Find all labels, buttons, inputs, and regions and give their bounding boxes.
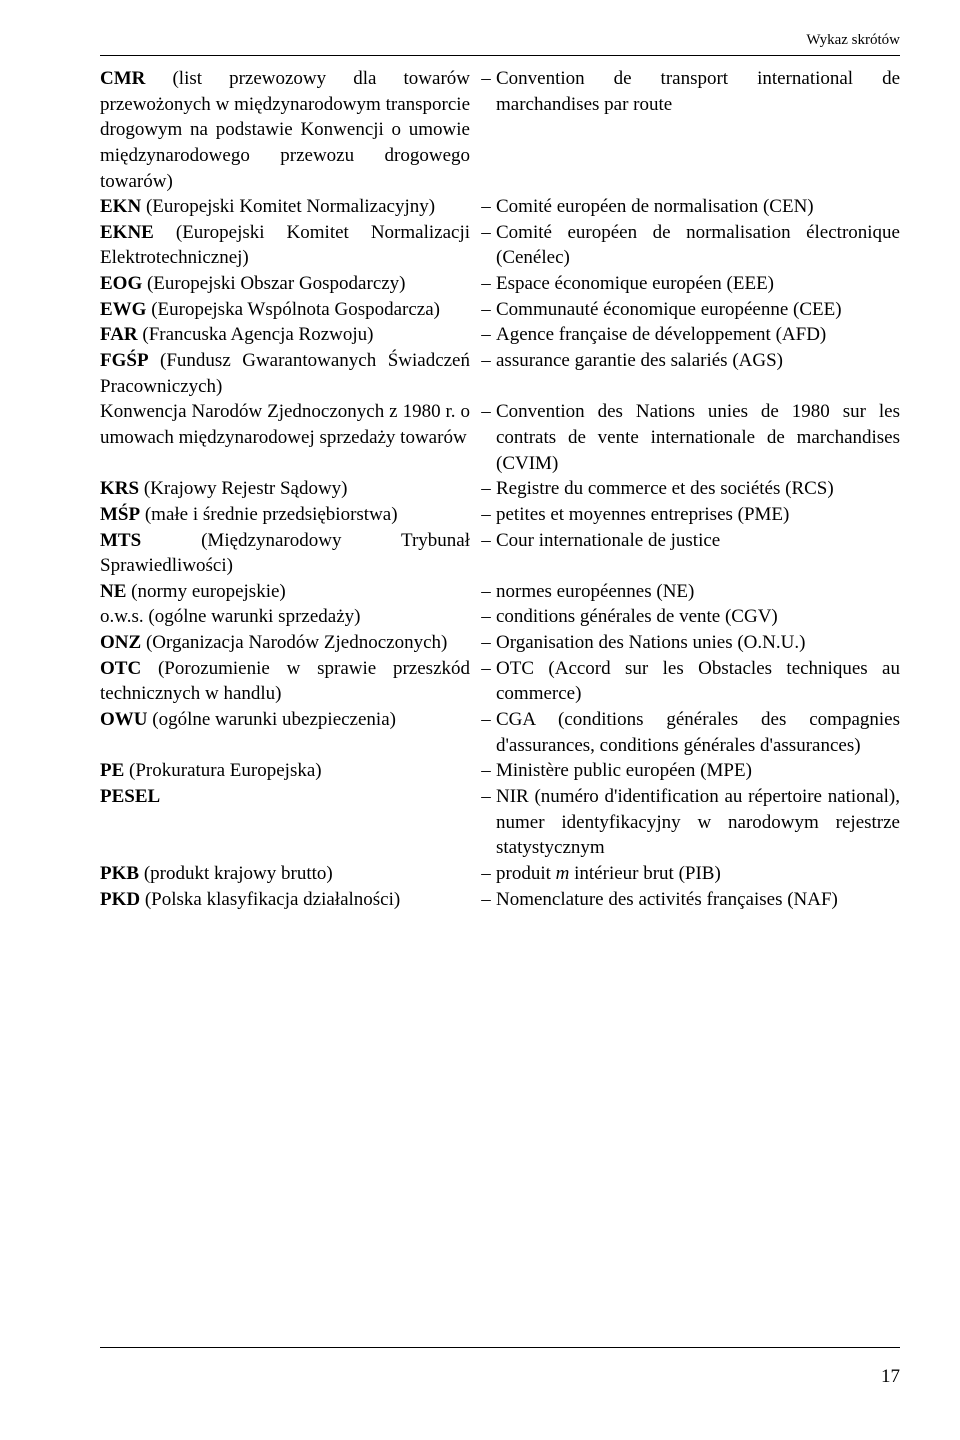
abbreviation-term: MŚP (małe i średnie przedsiębiorstwa) (100, 502, 476, 528)
abbreviation-row: o.w.s. (ogólne warunki sprzedaży)–condit… (100, 604, 900, 630)
abbreviation-definition: OTC (Accord sur les Obstacles techniques… (496, 656, 900, 707)
abbreviation-term: NE (normy europejskie) (100, 579, 476, 605)
abbreviation-row: MTS (Międzynarodowy Trybunał Sprawiedliw… (100, 528, 900, 579)
abbreviation-definition: Convention de transport international de… (496, 66, 900, 194)
abbreviation-definition: produit m intérieur brut (PIB) (496, 861, 900, 887)
abbreviation-row: NE (normy europejskie)–normes européenne… (100, 579, 900, 605)
abbreviation-definition: Comité européen de normalisation (CEN) (496, 194, 900, 220)
abbreviation-definition: normes européennes (NE) (496, 579, 900, 605)
separator-dash: – (476, 707, 496, 758)
abbreviation-row: MŚP (małe i średnie przedsiębiorstwa)–pe… (100, 502, 900, 528)
abbreviation-definition: Cour internationale de justice (496, 528, 900, 579)
abbreviation-definition: Nomenclature des activités françaises (N… (496, 887, 900, 913)
separator-dash: – (476, 784, 496, 861)
abbreviation-row: OWU (ogólne warunki ubezpieczenia)–CGA (… (100, 707, 900, 758)
abbreviation-term: o.w.s. (ogólne warunki sprzedaży) (100, 604, 476, 630)
abbreviation-term: FAR (Francuska Agencja Rozwoju) (100, 322, 476, 348)
abbreviation-definition: Organisation des Nations unies (O.N.U.) (496, 630, 900, 656)
abbreviation-row: EKNE (Europejski Komitet Normalizacji El… (100, 220, 900, 271)
abbreviation-row: CMR (list przewozowy dla towarów przewoż… (100, 66, 900, 194)
separator-dash: – (476, 630, 496, 656)
abbreviation-term: MTS (Międzynarodowy Trybunał Sprawiedliw… (100, 528, 476, 579)
abbreviation-row: OTC (Porozumienie w sprawie przeszkód te… (100, 656, 900, 707)
abbreviation-term: PKD (Polska klasyfikacja działalności) (100, 887, 476, 913)
abbreviation-definition: petites et moyennes entreprises (PME) (496, 502, 900, 528)
abbreviation-term: EKN (Europejski Komitet Normalizacyjny) (100, 194, 476, 220)
separator-dash: – (476, 194, 496, 220)
abbreviation-term: Konwencja Narodów Zjednoczonych z 1980 r… (100, 399, 476, 476)
separator-dash: – (476, 399, 496, 476)
separator-dash: – (476, 66, 496, 194)
separator-dash: – (476, 220, 496, 271)
abbreviation-row: PE (Prokuratura Europejska)–Ministère pu… (100, 758, 900, 784)
abbreviation-definition: CGA (conditions générales des compagnies… (496, 707, 900, 758)
abbreviation-definition: Convention des Nations unies de 1980 sur… (496, 399, 900, 476)
abbreviation-row: PESEL–NIR (numéro d'identification au ré… (100, 784, 900, 861)
abbreviation-row: FGŚP (Fundusz Gwarantowanych Świadczeń P… (100, 348, 900, 399)
separator-dash: – (476, 887, 496, 913)
abbreviation-row: ONZ (Organizacja Narodów Zjednoczonych)–… (100, 630, 900, 656)
abbreviation-term: ONZ (Organizacja Narodów Zjednoczonych) (100, 630, 476, 656)
abbreviation-list: CMR (list przewozowy dla towarów przewoż… (100, 66, 900, 912)
abbreviation-definition: conditions générales de vente (CGV) (496, 604, 900, 630)
separator-dash: – (476, 297, 496, 323)
separator-dash: – (476, 271, 496, 297)
abbreviation-term: CMR (list przewozowy dla towarów przewoż… (100, 66, 476, 194)
abbreviation-term: OWU (ogólne warunki ubezpieczenia) (100, 707, 476, 758)
separator-dash: – (476, 579, 496, 605)
abbreviation-row: PKD (Polska klasyfikacja działalności)–N… (100, 887, 900, 913)
abbreviation-row: EKN (Europejski Komitet Normalizacyjny)–… (100, 194, 900, 220)
header-rule (100, 55, 900, 56)
abbreviation-row: FAR (Francuska Agencja Rozwoju)–Agence f… (100, 322, 900, 348)
page-header: Wykaz skrótów (100, 32, 900, 49)
abbreviation-definition: assurance garantie des salariés (AGS) (496, 348, 900, 399)
separator-dash: – (476, 502, 496, 528)
abbreviation-term: PESEL (100, 784, 476, 861)
separator-dash: – (476, 604, 496, 630)
separator-dash: – (476, 348, 496, 399)
abbreviation-definition: Registre du commerce et des sociétés (RC… (496, 476, 900, 502)
separator-dash: – (476, 758, 496, 784)
abbreviation-row: EWG (Europejska Wspólnota Gospodarcza)–C… (100, 297, 900, 323)
abbreviation-definition: NIR (numéro d'identification au répertoi… (496, 784, 900, 861)
abbreviation-term: OTC (Porozumienie w sprawie przeszkód te… (100, 656, 476, 707)
separator-dash: – (476, 476, 496, 502)
abbreviation-term: EOG (Europejski Obszar Gospodarczy) (100, 271, 476, 297)
abbreviation-term: PE (Prokuratura Europejska) (100, 758, 476, 784)
abbreviation-row: Konwencja Narodów Zjednoczonych z 1980 r… (100, 399, 900, 476)
abbreviation-term: PKB (produkt krajowy brutto) (100, 861, 476, 887)
separator-dash: – (476, 528, 496, 579)
abbreviation-term: FGŚP (Fundusz Gwarantowanych Świadczeń P… (100, 348, 476, 399)
abbreviation-term: EWG (Europejska Wspólnota Gospodarcza) (100, 297, 476, 323)
abbreviation-row: PKB (produkt krajowy brutto)–produit m i… (100, 861, 900, 887)
abbreviation-row: EOG (Europejski Obszar Gospodarczy)–Espa… (100, 271, 900, 297)
abbreviation-definition: Comité européen de normalisation électro… (496, 220, 900, 271)
page-number: 17 (881, 1366, 900, 1388)
abbreviation-term: EKNE (Europejski Komitet Normalizacji El… (100, 220, 476, 271)
abbreviation-definition: Ministère public européen (MPE) (496, 758, 900, 784)
separator-dash: – (476, 861, 496, 887)
footer-rule (100, 1347, 900, 1348)
abbreviation-definition: Agence française de développement (AFD) (496, 322, 900, 348)
abbreviation-term: KRS (Krajowy Rejestr Sądowy) (100, 476, 476, 502)
abbreviation-definition: Communauté économique européenne (CEE) (496, 297, 900, 323)
abbreviation-row: KRS (Krajowy Rejestr Sądowy)–Registre du… (100, 476, 900, 502)
abbreviation-definition: Espace économique européen (EEE) (496, 271, 900, 297)
separator-dash: – (476, 656, 496, 707)
separator-dash: – (476, 322, 496, 348)
